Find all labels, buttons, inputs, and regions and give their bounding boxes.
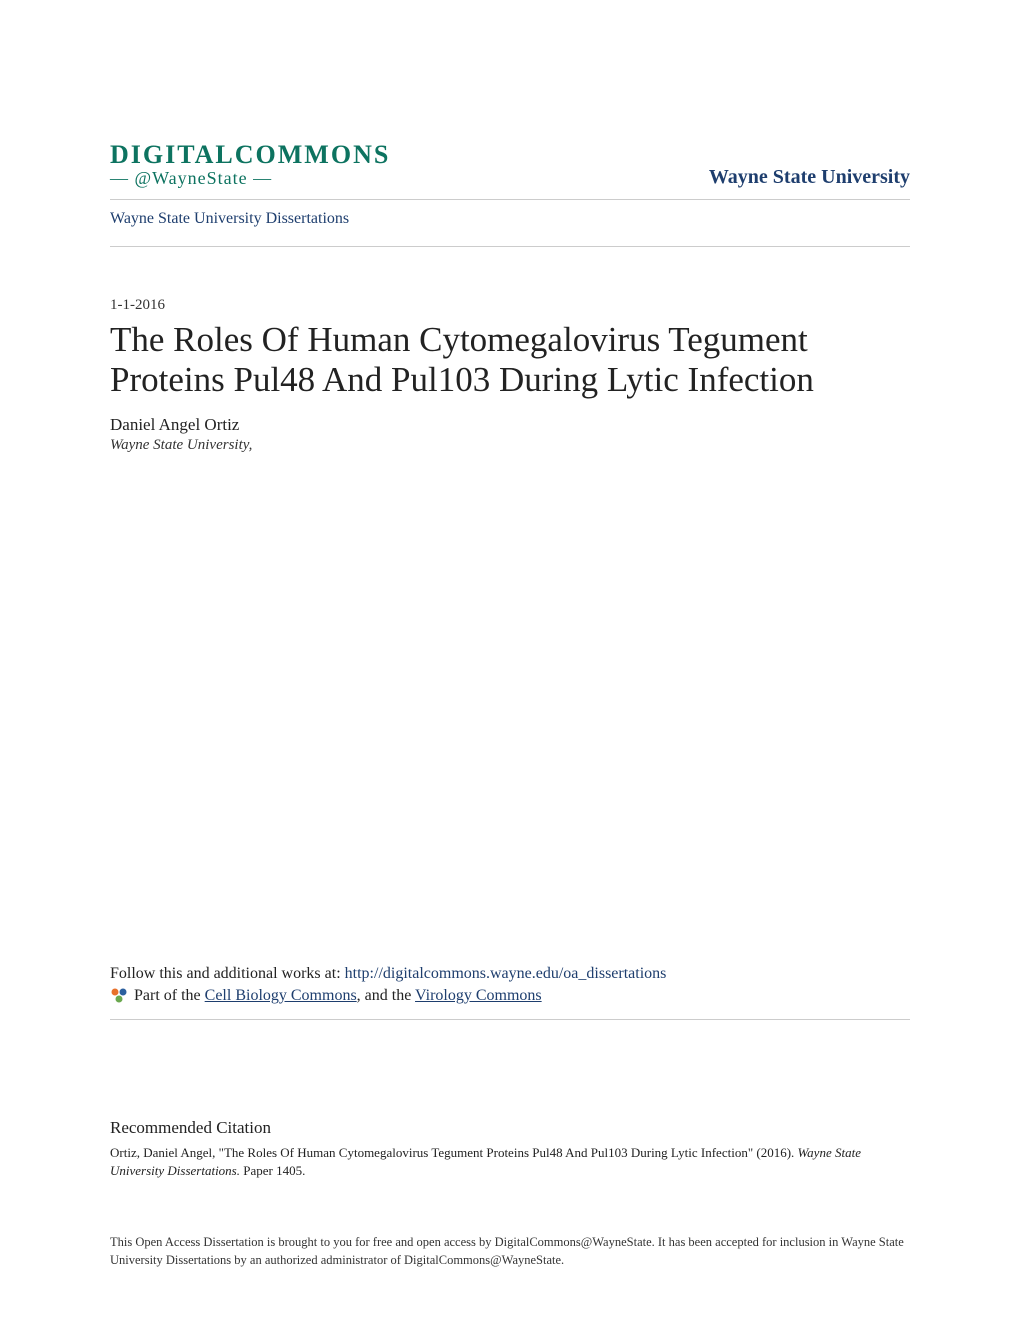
logo: DigitalCommons @WayneState (110, 140, 390, 189)
network-icon (110, 987, 128, 1005)
author-name: Daniel Angel Ortiz (110, 415, 910, 435)
part-of-line: Part of the Cell Biology Commons, and th… (110, 987, 910, 1020)
commons-link-1[interactable]: Cell Biology Commons (205, 987, 357, 1004)
part-of-prefix: Part of the (134, 987, 205, 1004)
header-section: DigitalCommons @WayneState Wayne State U… (110, 140, 910, 247)
footer-disclaimer: This Open Access Dissertation is brought… (110, 1233, 910, 1271)
logo-line-1: DigitalCommons (110, 140, 390, 170)
logo-line-2: @WayneState (110, 168, 390, 189)
citation-block: Recommended Citation Ortiz, Daniel Angel… (110, 1118, 910, 1180)
header-top: DigitalCommons @WayneState Wayne State U… (110, 140, 910, 200)
citation-part1: Ortiz, Daniel Angel, "The Roles Of Human… (110, 1145, 798, 1160)
page-container: DigitalCommons @WayneState Wayne State U… (0, 0, 1020, 1320)
follow-url-link[interactable]: http://digitalcommons.wayne.edu/oa_disse… (345, 965, 667, 982)
commons-link-2[interactable]: Virology Commons (415, 987, 542, 1004)
part-of-separator: , and the (357, 987, 415, 1004)
publication-date: 1-1-2016 (110, 297, 910, 314)
document-title: The Roles Of Human Cytomegalovirus Tegum… (110, 320, 910, 401)
university-name[interactable]: Wayne State University (709, 166, 910, 189)
follow-prefix: Follow this and additional works at: (110, 965, 345, 982)
citation-paper: Paper 1405. (240, 1163, 305, 1178)
citation-text: Ortiz, Daniel Angel, "The Roles Of Human… (110, 1144, 910, 1180)
part-of-text: Part of the Cell Biology Commons, and th… (134, 987, 542, 1005)
author-affiliation: Wayne State University, (110, 437, 910, 454)
citation-heading: Recommended Citation (110, 1118, 910, 1138)
breadcrumb[interactable]: Wayne State University Dissertations (110, 200, 910, 238)
follow-section: Follow this and additional works at: htt… (110, 965, 910, 1020)
follow-line: Follow this and additional works at: htt… (110, 965, 910, 983)
